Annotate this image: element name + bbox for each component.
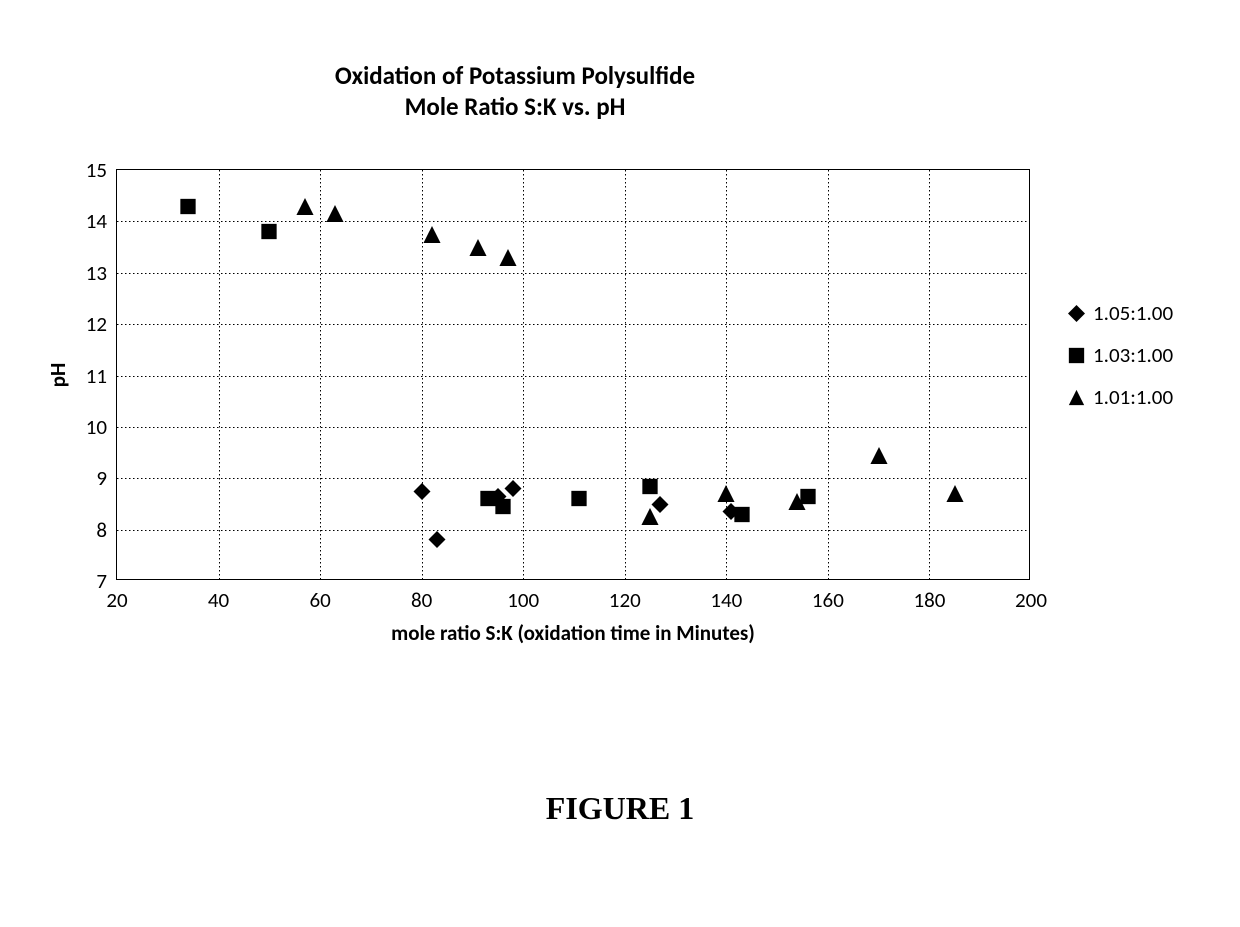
gridline-vertical xyxy=(523,170,524,579)
data-point xyxy=(788,492,807,516)
gridline-vertical xyxy=(320,170,321,579)
x-tick-label: 120 xyxy=(609,579,641,613)
data-point xyxy=(945,484,964,508)
data-point xyxy=(494,498,511,520)
data-point xyxy=(428,531,445,553)
data-point xyxy=(571,490,588,512)
data-point xyxy=(295,197,314,221)
data-point xyxy=(180,198,197,220)
figure-canvas: Oxidation of Potassium Polysulfide Mole … xyxy=(0,0,1240,927)
figure-caption: FIGURE 1 xyxy=(0,790,1240,827)
y-tick-label: 8 xyxy=(96,517,117,543)
data-point xyxy=(326,204,345,228)
gridline-horizontal xyxy=(117,221,1029,222)
data-point xyxy=(642,478,659,500)
x-tick-label: 60 xyxy=(309,579,330,613)
data-point xyxy=(717,484,736,508)
y-tick-label: 15 xyxy=(86,157,117,183)
data-point xyxy=(413,483,430,505)
x-tick-label: 80 xyxy=(411,579,432,613)
gridline-horizontal xyxy=(117,324,1029,325)
x-tick-label: 40 xyxy=(208,579,229,613)
plot-area: 7891011121314152040608010012014016018020… xyxy=(116,169,1030,580)
y-tick-label: 14 xyxy=(86,208,117,234)
chart-title: Oxidation of Potassium Polysulfide Mole … xyxy=(0,60,1030,123)
chart-title-line2: Mole Ratio S:K vs. pH xyxy=(0,91,1030,122)
legend-item: 1.03:1.00 xyxy=(1065,342,1173,368)
x-axis-label: mole ratio S:K (oxidation time in Minute… xyxy=(391,620,755,646)
diamond-icon xyxy=(1065,302,1087,324)
y-tick-label: 11 xyxy=(86,363,117,389)
gridline-horizontal xyxy=(117,530,1029,531)
y-axis-label: pH xyxy=(45,362,71,387)
gridline-horizontal xyxy=(117,376,1029,377)
legend-label: 1.05:1.00 xyxy=(1093,300,1173,326)
data-point xyxy=(641,507,660,531)
triangle-icon xyxy=(1065,386,1087,408)
x-tick-label: 140 xyxy=(710,579,742,613)
gridline-vertical xyxy=(828,170,829,579)
x-tick-label: 100 xyxy=(507,579,539,613)
y-tick-label: 13 xyxy=(86,260,117,286)
x-tick-label: 200 xyxy=(1015,579,1047,613)
x-tick-label: 20 xyxy=(106,579,127,613)
data-point xyxy=(261,223,278,245)
y-tick-label: 9 xyxy=(96,465,117,491)
gridline-horizontal xyxy=(117,273,1029,274)
legend-item: 1.05:1.00 xyxy=(1065,300,1173,326)
gridline-vertical xyxy=(219,170,220,579)
square-icon xyxy=(1065,344,1087,366)
y-tick-label: 10 xyxy=(86,414,117,440)
x-tick-label: 180 xyxy=(913,579,945,613)
gridline-vertical xyxy=(625,170,626,579)
data-point xyxy=(733,506,750,528)
data-point xyxy=(498,248,517,272)
legend-label: 1.03:1.00 xyxy=(1093,342,1173,368)
data-point xyxy=(468,238,487,262)
gridline-horizontal xyxy=(117,478,1029,479)
x-tick-label: 160 xyxy=(812,579,844,613)
y-tick-label: 12 xyxy=(86,311,117,337)
gridline-horizontal xyxy=(117,427,1029,428)
legend-item: 1.01:1.00 xyxy=(1065,384,1173,410)
legend: 1.05:1.00 1.03:1.00 1.01:1.00 xyxy=(1065,300,1173,426)
data-point xyxy=(422,225,441,249)
gridline-vertical xyxy=(929,170,930,579)
chart-title-line1: Oxidation of Potassium Polysulfide xyxy=(0,60,1030,91)
data-point xyxy=(869,446,888,470)
legend-label: 1.01:1.00 xyxy=(1093,384,1173,410)
